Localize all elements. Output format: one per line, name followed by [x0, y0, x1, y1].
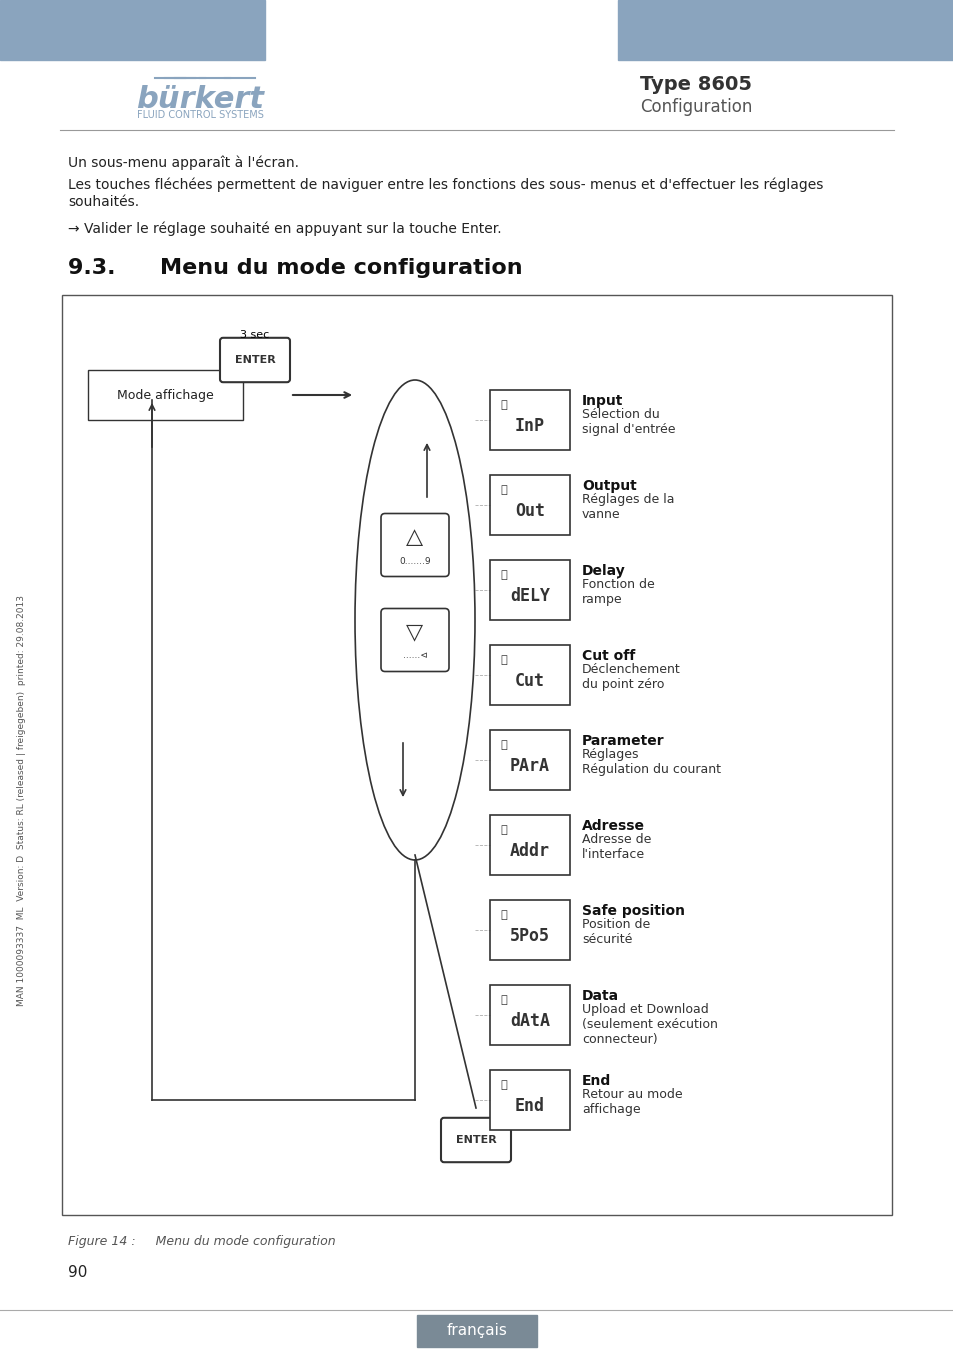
Text: Mode affichage: Mode affichage [117, 389, 213, 401]
Text: ......⊲: ......⊲ [402, 652, 427, 660]
Text: FLUID CONTROL SYSTEMS: FLUID CONTROL SYSTEMS [136, 109, 263, 120]
Text: dELY: dELY [510, 587, 550, 605]
Text: Delay: Delay [581, 564, 625, 578]
Text: Fonction de
rampe: Fonction de rampe [581, 578, 654, 606]
Bar [618, 0, 953, 59]
FancyBboxPatch shape [380, 609, 449, 671]
Text: Position de
sécurité: Position de sécurité [581, 918, 650, 946]
Text: bürkert: bürkert [136, 85, 264, 113]
Text: 9.3.  Menu du mode configuration: 9.3. Menu du mode configuration [68, 258, 522, 278]
Text: ᴄ: ᴄ [499, 570, 506, 580]
FancyBboxPatch shape [440, 1118, 511, 1162]
Text: Input: Input [581, 394, 622, 408]
Text: Safe position: Safe position [581, 904, 684, 918]
Bar [490, 730, 569, 790]
Text: InP: InP [515, 417, 544, 435]
Bar [490, 900, 569, 960]
Text: ᴄ: ᴄ [499, 740, 506, 751]
Text: ENTER: ENTER [234, 355, 275, 364]
Text: ᴄ: ᴄ [499, 1080, 506, 1089]
Bar [490, 645, 569, 705]
Text: → Valider le réglage souhaité en appuyant sur la touche Enter.: → Valider le réglage souhaité en appuyan… [68, 221, 501, 236]
Text: Adresse: Adresse [581, 819, 644, 833]
Text: Upload et Download
(seulement exécution
connecteur): Upload et Download (seulement exécution … [581, 1003, 717, 1046]
Text: Réglages
Régulation du courant: Réglages Régulation du courant [581, 748, 720, 776]
Bar [490, 475, 569, 535]
Text: End: End [515, 1098, 544, 1115]
Text: 5Po5: 5Po5 [510, 927, 550, 945]
Text: français: français [446, 1323, 507, 1338]
Text: Sélection du
signal d'entrée: Sélection du signal d'entrée [581, 408, 675, 436]
Text: △: △ [406, 526, 423, 547]
Text: Type 8605: Type 8605 [639, 76, 751, 95]
Text: Cut: Cut [515, 672, 544, 690]
FancyBboxPatch shape [380, 513, 449, 576]
Text: ᴄ: ᴄ [499, 655, 506, 666]
Text: ᴄ: ᴄ [499, 485, 506, 495]
FancyBboxPatch shape [220, 338, 290, 382]
Bar [490, 390, 569, 450]
Text: Les touches fléchées permettent de naviguer entre les fonctions des sous- menus : Les touches fléchées permettent de navig… [68, 178, 822, 209]
Text: Cut off: Cut off [581, 649, 635, 663]
Text: Parameter: Parameter [581, 734, 664, 748]
Text: MAN 1000093337  ML  Version: D  Status: RL (released | freigegeben)  printed: 29: MAN 1000093337 ML Version: D Status: RL … [17, 594, 27, 1006]
Text: Un sous-menu apparaît à l'écran.: Un sous-menu apparaît à l'écran. [68, 155, 298, 170]
Text: Data: Data [581, 990, 618, 1003]
Text: Réglages de la
vanne: Réglages de la vanne [581, 493, 674, 521]
Bar [62, 296, 891, 1215]
Text: ᴄ: ᴄ [499, 400, 506, 410]
Text: ᴄ: ᴄ [499, 995, 506, 1004]
Text: Output: Output [581, 479, 636, 493]
Text: ᴄ: ᴄ [499, 825, 506, 836]
Text: Retour au mode
affichage: Retour au mode affichage [581, 1088, 682, 1116]
Bar [490, 815, 569, 875]
Text: 3 sec: 3 sec [240, 329, 270, 340]
Text: 0.......9: 0.......9 [398, 556, 431, 566]
Text: Configuration: Configuration [639, 99, 752, 116]
Text: ᴄ: ᴄ [499, 910, 506, 919]
Text: Déclenchement
du point zéro: Déclenchement du point zéro [581, 663, 680, 691]
Text: PArA: PArA [510, 757, 550, 775]
Text: ▽: ▽ [406, 622, 423, 643]
Text: ENTER: ENTER [456, 1135, 496, 1145]
Text: Addr: Addr [510, 842, 550, 860]
Bar [490, 560, 569, 620]
Text: Out: Out [515, 502, 544, 520]
Text: End: End [581, 1075, 611, 1088]
Text: dAtA: dAtA [510, 1012, 550, 1030]
Bar [490, 1071, 569, 1130]
Text: Figure 14 :     Menu du mode configuration: Figure 14 : Menu du mode configuration [68, 1235, 335, 1247]
Bar [88, 370, 243, 420]
Text: 90: 90 [68, 1265, 88, 1280]
Bar [490, 986, 569, 1045]
Bar [0, 0, 265, 59]
Bar [416, 1315, 537, 1347]
Text: Adresse de
l'interface: Adresse de l'interface [581, 833, 651, 861]
